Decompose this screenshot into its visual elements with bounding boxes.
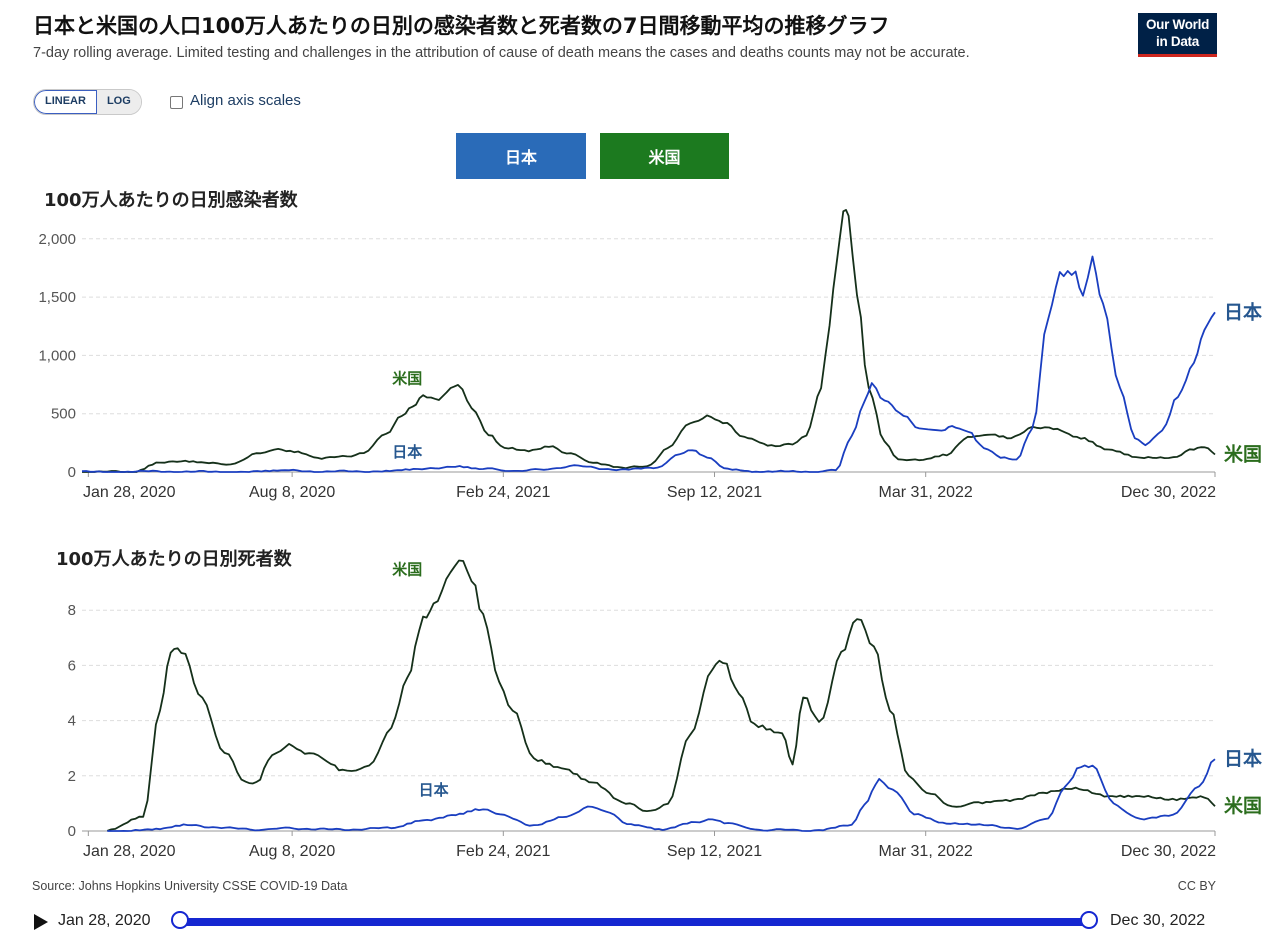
page-subtitle: 7-day rolling average. Limited testing a… xyxy=(33,45,970,61)
cases-y-tick-label: 0 xyxy=(68,464,76,481)
deaths-chart-title: 100万人あたりの日別死者数 xyxy=(56,549,292,570)
cases-x-tick-label: Mar 31, 2022 xyxy=(879,484,973,501)
scale-toggle[interactable]: LINEAR LOG xyxy=(33,89,142,115)
cases-x-tick-label: Jan 28, 2020 xyxy=(83,484,176,501)
deaths-series-line-us xyxy=(107,559,1216,832)
timeline-start-handle[interactable] xyxy=(171,911,189,929)
page-title: 日本と米国の人口100万人あたりの日別の感染者数と死者数の7日間移動平均の推移グ… xyxy=(33,14,890,38)
deaths-chart: 0 2 4 6 8 Jan 28, 2020 Aug 8, 2020 Feb 24, 2021… xyxy=(68,559,1262,860)
owid-logo[interactable]: Our World in Data xyxy=(1138,13,1217,57)
cases-x-tick-label: Feb 24, 2021 xyxy=(456,484,550,501)
cases-series-line-us xyxy=(82,208,1216,473)
align-axis-label: Align axis scales xyxy=(190,92,301,109)
deaths-y-tick-label: 6 xyxy=(68,657,76,674)
cases-inline-label-japan: 日本 xyxy=(392,443,422,461)
cases-chart-title: 100万人あたりの日別感染者数 xyxy=(44,190,298,211)
cases-end-label-japan: 日本 xyxy=(1224,300,1262,323)
deaths-x-tick-label: Aug 8, 2020 xyxy=(249,843,335,860)
timeline-end-label: Dec 30, 2022 xyxy=(1110,912,1206,929)
align-axis-checkbox[interactable] xyxy=(170,95,183,109)
deaths-y-tick-label: 8 xyxy=(68,602,76,619)
deaths-inline-label-japan: 日本 xyxy=(419,781,449,799)
deaths-y-tick-label: 2 xyxy=(68,768,76,785)
cases-x-tick-label: Dec 30, 2022 xyxy=(1121,484,1216,501)
deaths-inline-label-us: 米国 xyxy=(392,560,422,578)
cases-y-tick-label: 1,000 xyxy=(38,347,76,364)
entity-button-japan[interactable]: 日本 xyxy=(456,133,586,179)
source-note: Source: Johns Hopkins University CSSE CO… xyxy=(32,879,348,893)
deaths-y-tick-label: 0 xyxy=(68,823,76,840)
deaths-y-tick-label: 4 xyxy=(68,713,76,730)
cases-y-tick-label: 1,500 xyxy=(38,289,76,306)
cases-end-label-us: 米国 xyxy=(1224,443,1262,466)
log-scale-button[interactable]: LOG xyxy=(96,90,141,114)
timeline-start-label: Jan 28, 2020 xyxy=(58,912,151,929)
entity-button-us[interactable]: 米国 xyxy=(600,133,729,179)
cases-series-line-japan xyxy=(81,255,1216,473)
deaths-x-tick-label: Dec 30, 2022 xyxy=(1121,843,1216,860)
cases-y-tick-label: 500 xyxy=(51,406,76,423)
timeline-track[interactable] xyxy=(180,918,1090,926)
play-icon[interactable] xyxy=(34,914,48,930)
linear-scale-button[interactable]: LINEAR xyxy=(34,90,97,114)
align-axis-toggle[interactable]: Align axis scales xyxy=(170,92,301,109)
cases-x-tick-label: Sep 12, 2021 xyxy=(667,484,762,501)
cases-y-tick-label: 2,000 xyxy=(38,231,76,248)
deaths-x-tick-label: Sep 12, 2021 xyxy=(667,843,762,860)
timeline-end-handle[interactable] xyxy=(1080,911,1098,929)
deaths-x-tick-label: Feb 24, 2021 xyxy=(456,843,550,860)
deaths-x-tick-label: Jan 28, 2020 xyxy=(83,843,176,860)
deaths-end-label-japan: 日本 xyxy=(1224,747,1262,770)
cases-inline-label-us: 米国 xyxy=(392,369,422,387)
cases-x-tick-label: Aug 8, 2020 xyxy=(249,484,335,501)
logo-line2: in Data xyxy=(1156,34,1199,49)
license-link[interactable]: CC BY xyxy=(1177,879,1216,893)
logo-line1: Our World xyxy=(1145,17,1210,32)
cases-chart: 0 500 1,000 1,500 2,000 Jan 28, 2020 Aug 8, 20… xyxy=(38,208,1262,501)
deaths-x-tick-label: Mar 31, 2022 xyxy=(879,843,973,860)
deaths-end-label-us: 米国 xyxy=(1224,794,1262,817)
deaths-series-line-japan xyxy=(107,758,1216,832)
